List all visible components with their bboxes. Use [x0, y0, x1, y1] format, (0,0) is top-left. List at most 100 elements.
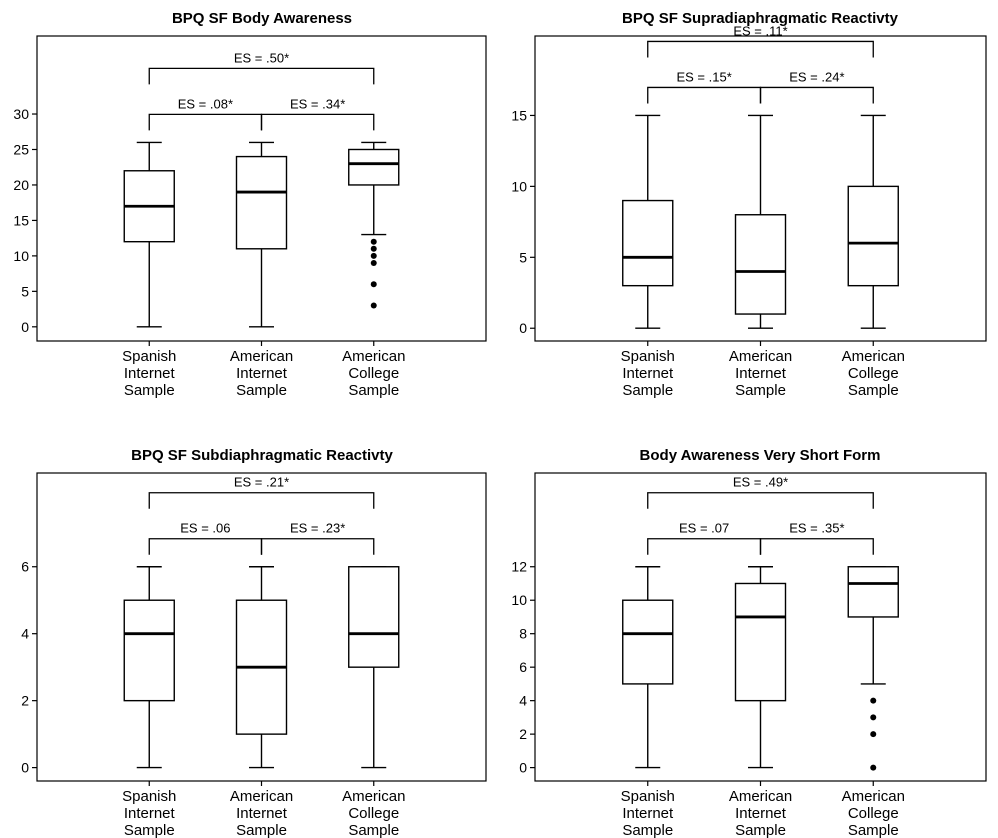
significance-bracket: ES = .35* [759, 521, 874, 555]
outlier-point [370, 245, 377, 252]
iqr-box [734, 214, 787, 315]
box-2 [734, 566, 787, 769]
y-tick-label: 12 [511, 559, 527, 575]
box-3 [348, 566, 400, 769]
effect-size-label: ES = .06 [180, 521, 230, 536]
x-category-label-line: Spanish [621, 348, 675, 365]
effect-size-label: ES = .34* [290, 96, 345, 111]
significance-bracket: ES = .15* [647, 69, 762, 104]
chart-title: Body Awareness Very Short Form [640, 447, 881, 464]
x-category-label-line: College [848, 805, 899, 822]
x-category-label-line: Sample [848, 382, 899, 399]
outlier-point [370, 252, 377, 259]
y-tick-label: 6 [21, 559, 29, 575]
x-category-label-line: Sample [348, 822, 399, 838]
iqr-box [348, 148, 400, 186]
significance-bracket: ES = .24* [759, 69, 874, 104]
y-tick-label: 0 [21, 319, 29, 335]
x-category-label-line: Internet [124, 365, 176, 382]
significance-bracket: ES = .06 [148, 521, 263, 555]
x-category-label-line: Internet [124, 805, 176, 822]
iqr-box [622, 599, 674, 685]
bracket-line [148, 67, 375, 85]
x-category-label: American Internet Sample [230, 348, 293, 399]
x-category-label-line: Sample [735, 822, 786, 838]
x-category-label-line: Sample [735, 382, 786, 399]
y-tick-label: 4 [21, 626, 29, 642]
x-category-label-line: American [842, 788, 905, 805]
x-category-label-line: American [230, 788, 293, 805]
x-category-label: American Internet Sample [230, 788, 293, 838]
outlier-point [870, 731, 877, 738]
y-tick-label: 6 [519, 659, 527, 675]
x-category-label-line: Sample [124, 382, 175, 399]
box-2 [734, 114, 787, 329]
x-category-label: American College Sample [842, 348, 905, 399]
y-tick-label: 0 [21, 760, 29, 776]
iqr-box [734, 582, 787, 702]
chart-panel-4: Body Awareness Very Short Form 0 2 4 6 8 10 12 S… [511, 447, 987, 838]
bracket-line [148, 113, 263, 131]
x-category-label-line: Internet [236, 365, 288, 382]
iqr-box [847, 566, 899, 618]
outlier-point [370, 281, 377, 288]
box-2 [235, 141, 288, 328]
x-category-label-line: College [848, 365, 899, 382]
x-category-label-line: Internet [236, 805, 288, 822]
x-category-label-line: Spanish [122, 348, 176, 365]
x-category-label-line: Sample [622, 382, 673, 399]
chart-panel-1: BPQ SF Body Awareness 0 5 10 15 20 25 30 Spanish… [13, 10, 487, 399]
y-tick-label: 0 [519, 760, 527, 776]
bracket-line [759, 538, 874, 555]
box-1 [123, 141, 175, 328]
box-3 [847, 566, 899, 771]
y-tick-label: 5 [21, 283, 29, 299]
box-3 [847, 114, 899, 329]
x-category-label: American College Sample [342, 348, 405, 399]
x-category-label-line: Internet [622, 805, 674, 822]
y-tick-label: 10 [511, 592, 527, 608]
y-tick-label: 25 [13, 141, 29, 157]
box-1 [123, 566, 175, 769]
significance-bracket: ES = .34* [260, 96, 375, 131]
significance-bracket: ES = .23* [260, 521, 375, 555]
x-category-label-line: Sample [236, 822, 287, 838]
x-category-label: Spanish Internet Sample [122, 788, 176, 838]
outlier-point [370, 238, 377, 245]
effect-size-label: ES = .15* [676, 69, 731, 84]
bracket-line [148, 492, 375, 509]
x-category-label-line: College [348, 365, 399, 382]
y-tick-label: 2 [519, 726, 527, 742]
bracket-line [759, 86, 874, 104]
x-category-label-line: American [729, 788, 792, 805]
x-category-label: American College Sample [842, 788, 905, 838]
y-tick-label: 15 [13, 212, 29, 228]
x-category-label: Spanish Internet Sample [122, 348, 176, 399]
y-tick-label: 15 [511, 107, 527, 123]
chart-title: BPQ SF Supradiaphragmatic Reactivty [622, 10, 899, 27]
effect-size-label: ES = .24* [789, 69, 844, 84]
outlier-point [370, 259, 377, 266]
x-category-label-line: American [729, 348, 792, 365]
x-category-label-line: American [230, 348, 293, 365]
x-category-label: American Internet Sample [729, 348, 792, 399]
x-category-label-line: American [842, 348, 905, 365]
bracket-line [260, 113, 375, 131]
effect-size-label: ES = .07 [679, 521, 729, 536]
outlier-point [870, 764, 877, 771]
y-tick-label: 8 [519, 626, 527, 642]
chart-panel-2: BPQ SF Supradiaphragmatic Reactivty 0 5 10 1… [511, 10, 987, 399]
x-category-label-line: Sample [124, 822, 175, 838]
y-tick-label: 30 [13, 106, 29, 122]
chart-title: BPQ SF Body Awareness [172, 10, 352, 27]
x-category-label-line: Sample [622, 822, 673, 838]
chart-title: BPQ SF Subdiaphragmatic Reactivty [131, 447, 393, 464]
y-tick-label: 20 [13, 177, 29, 193]
x-category-label-line: American [342, 348, 405, 365]
bracket-line [148, 538, 263, 555]
iqr-box [847, 185, 899, 287]
x-category-label-line: College [348, 805, 399, 822]
effect-size-label: ES = .35* [789, 521, 844, 536]
outlier-point [870, 697, 877, 704]
